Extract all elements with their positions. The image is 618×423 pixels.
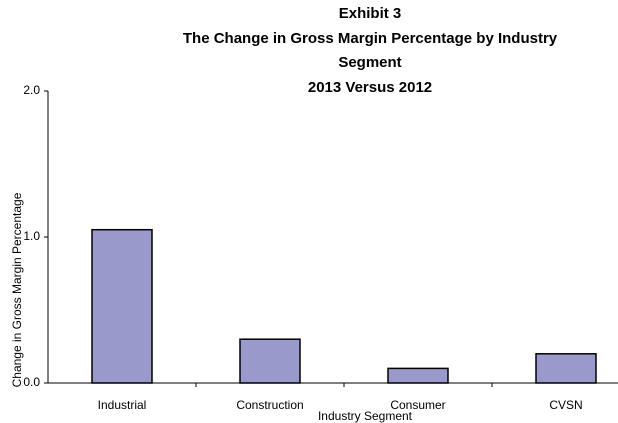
chart-title: Exhibit 3 [339,5,402,22]
bar [535,353,597,384]
y-axis-label: Change in Gross Margin Percentage [10,192,24,387]
x-tick-label: Consumer [390,398,445,412]
chart-title: The Change in Gross Margin Percentage by… [183,30,558,47]
x-axis-label: Industry Segment [318,409,413,423]
x-tick-label: Industrial [98,398,147,412]
bar [91,228,153,384]
x-tick-label: Construction [236,398,303,412]
chart-title: 2013 Versus 2012 [308,79,432,96]
chart-title: Segment [338,54,401,71]
y-tick-label: 1.0 [23,229,40,243]
y-tick-label: 2.0 [23,83,40,97]
x-tick-label: CVSN [549,398,582,412]
bar [239,338,301,384]
y-tick-label: 0.0 [23,375,40,389]
bar [387,367,449,384]
